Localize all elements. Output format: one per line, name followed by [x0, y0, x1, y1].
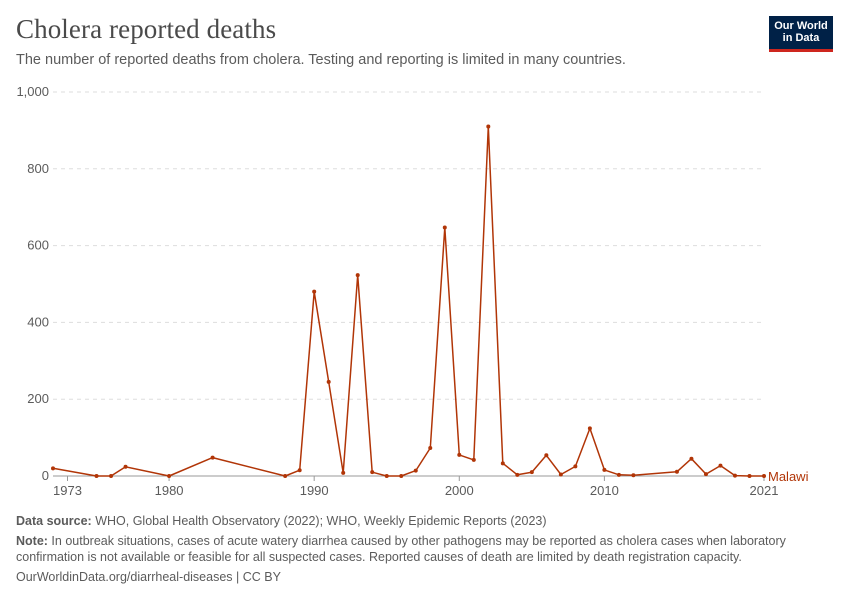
- data-source: Data source: WHO, Global Health Observat…: [16, 513, 816, 529]
- note-label: Note:: [16, 534, 48, 548]
- data-point: [457, 452, 462, 457]
- y-tick-label: 200: [27, 391, 49, 406]
- y-tick-label: 0: [42, 468, 49, 483]
- y-tick-label: 800: [27, 161, 49, 176]
- data-point: [500, 461, 505, 466]
- y-tick-label: 400: [27, 314, 49, 329]
- data-point: [413, 468, 418, 473]
- data-point: [283, 474, 288, 478]
- x-tick-label: 1973: [53, 483, 82, 498]
- data-point: [544, 453, 549, 458]
- chart-title: Cholera reported deaths: [16, 14, 277, 44]
- data-point: [529, 470, 534, 475]
- note-text: In outbreak situations, cases of acute w…: [16, 534, 786, 564]
- data-point: [718, 463, 723, 468]
- data-point: [587, 426, 592, 431]
- series-line-malawi: [52, 125, 764, 477]
- data-point: [297, 468, 302, 473]
- data-point: [326, 379, 331, 384]
- x-tick-label: 2021: [750, 483, 779, 498]
- data-point: [674, 469, 679, 474]
- logo-line-2: in Data: [782, 32, 820, 44]
- logo-line-1: Our World: [774, 20, 828, 32]
- data-point: [573, 464, 578, 469]
- data-point: [123, 464, 128, 469]
- data-point: [384, 474, 389, 478]
- data-point: [312, 289, 317, 294]
- source-url[interactable]: OurWorldinData.org/diarrheal-diseases | …: [16, 570, 281, 584]
- data-point: [515, 472, 520, 477]
- series-label-malawi: Malawi: [768, 469, 809, 484]
- data-point: [428, 445, 433, 450]
- data-point: [732, 473, 737, 478]
- data-point: [442, 225, 447, 230]
- chart-note: Note: In outbreak situations, cases of a…: [16, 533, 816, 565]
- data-point: [51, 466, 55, 471]
- data-point: [210, 455, 215, 460]
- source-label: Data source:: [16, 514, 92, 528]
- x-tick-label: 1990: [300, 483, 329, 498]
- y-tick-label: 600: [27, 238, 49, 253]
- data-point: [94, 474, 99, 478]
- data-point: [747, 474, 752, 478]
- data-point: [486, 124, 491, 129]
- y-tick-label: 1,000: [16, 84, 49, 99]
- data-point: [602, 467, 607, 472]
- data-point: [471, 457, 476, 462]
- data-point: [399, 474, 404, 478]
- data-point: [167, 474, 172, 478]
- data-point: [616, 472, 621, 477]
- source-text: WHO, Global Health Observatory (2022); W…: [91, 514, 547, 528]
- data-point: [558, 472, 563, 477]
- data-point: [370, 470, 375, 475]
- x-tick-label: 1980: [155, 483, 184, 498]
- x-tick-label: 2000: [445, 483, 474, 498]
- data-point: [355, 273, 360, 278]
- chart-subtitle: The number of reported deaths from chole…: [16, 52, 626, 68]
- data-point: [689, 456, 694, 461]
- data-point: [762, 474, 766, 478]
- data-point: [703, 472, 708, 477]
- owid-logo[interactable]: Our World in Data: [769, 16, 833, 52]
- data-point: [341, 470, 346, 475]
- line-chart: 0 200 400 600 800 1,000 1973 1980 1990 2000 2010 20…: [16, 84, 809, 498]
- x-tick-label: 2010: [590, 483, 619, 498]
- data-point: [631, 473, 636, 478]
- data-point: [109, 474, 114, 478]
